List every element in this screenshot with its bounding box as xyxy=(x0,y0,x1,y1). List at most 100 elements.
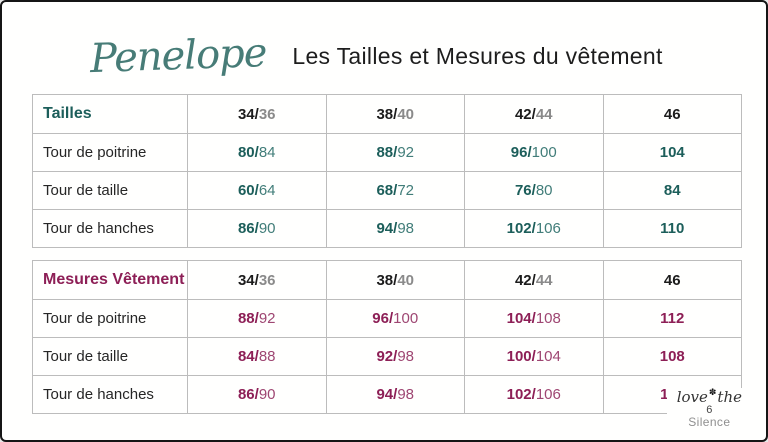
row-label: Tour de hanches xyxy=(32,209,188,248)
table-row: Tour de hanches 86/90 94/98 102/106 110 xyxy=(32,209,742,248)
value-main: 84 xyxy=(663,182,681,199)
value-main: 104/ xyxy=(506,310,536,327)
measure-cell: 112 xyxy=(602,299,742,338)
value-sub: 98 xyxy=(397,348,415,365)
value-sub: 106 xyxy=(535,386,561,403)
size-sub: 36 xyxy=(258,105,276,123)
value-main: 112 xyxy=(660,310,685,327)
row-label: Tour de taille xyxy=(32,337,188,376)
size-main: 42/ xyxy=(514,271,536,289)
measure-cell: 102/106 xyxy=(464,209,604,248)
measure-cell: 94/98 xyxy=(325,375,465,414)
measure-cell: 76/80 xyxy=(464,171,604,210)
measure-cell: 96/100 xyxy=(325,299,465,338)
size-column-header: 38/40 xyxy=(325,94,465,134)
value-main: 94/ xyxy=(376,220,398,237)
value-sub: 90 xyxy=(258,386,276,403)
size-main: 34/ xyxy=(237,105,259,123)
value-main: 86/ xyxy=(237,220,259,237)
page-header: Penelope Les Tailles et Mesures du vêtem… xyxy=(89,24,663,88)
measure-cell: 80/84 xyxy=(187,133,327,172)
value-sub: 98 xyxy=(397,220,415,237)
size-main: 46 xyxy=(663,105,681,123)
size-main: 42/ xyxy=(514,105,536,123)
brand-name: Silence xyxy=(688,415,731,430)
size-main: 34/ xyxy=(237,271,259,289)
value-main: 100/ xyxy=(506,348,536,365)
value-main: 86/ xyxy=(237,386,259,403)
garment-measures-table: Mesures Vêtement 34/36 38/40 42/44 46 To… xyxy=(32,260,742,414)
measure-cell: 84/88 xyxy=(187,337,327,376)
page-title: Les Tailles et Mesures du vêtement xyxy=(292,42,663,69)
measure-cell: 88/92 xyxy=(187,299,327,338)
size-column-header: 46 xyxy=(602,260,742,300)
table-title: Tailles xyxy=(32,94,188,134)
table-row: Tour de taille 84/88 92/98 100/104 108 xyxy=(32,337,742,376)
size-sub: 44 xyxy=(535,105,553,123)
value-sub: 100 xyxy=(393,310,419,327)
value-main: 88/ xyxy=(237,310,259,327)
measure-cell: 92/98 xyxy=(325,337,465,376)
value-main: 102/ xyxy=(506,220,536,237)
size-sub: 40 xyxy=(397,105,415,123)
value-sub: 92 xyxy=(397,144,415,161)
value-main: 96/ xyxy=(510,144,532,161)
size-column-header: 38/40 xyxy=(325,260,465,300)
measure-cell: 86/90 xyxy=(187,209,327,248)
value-main: 68/ xyxy=(376,182,398,199)
table-row: Tour de hanches 86/90 94/98 102/106 110 xyxy=(32,375,742,414)
measure-cell: 84 xyxy=(602,171,742,210)
logo-word-the: the xyxy=(717,388,742,407)
value-main: 76/ xyxy=(514,182,536,199)
value-main: 84/ xyxy=(237,348,259,365)
value-main: 80/ xyxy=(237,144,259,161)
value-main: 104 xyxy=(659,144,685,161)
size-sub: 36 xyxy=(258,271,276,289)
measure-cell: 96/100 xyxy=(464,133,604,172)
measure-cell: 100/104 xyxy=(464,337,604,376)
brand-logo: love✽the 6 Silence xyxy=(666,388,752,432)
penelope-script-logo: Penelope xyxy=(89,29,268,83)
row-label: Tour de poitrine xyxy=(32,299,188,338)
value-sub: 98 xyxy=(397,386,415,403)
logo-word-love: love xyxy=(676,388,708,407)
size-column-header: 42/44 xyxy=(464,94,604,134)
measure-cell: 94/98 xyxy=(325,209,465,248)
logo-script-line: love✽the xyxy=(677,388,742,406)
value-sub: 84 xyxy=(258,144,276,161)
value-sub: 90 xyxy=(258,220,276,237)
measure-cell: 68/72 xyxy=(325,171,465,210)
size-column-header: 34/36 xyxy=(187,260,327,300)
measure-cell: 104 xyxy=(602,133,742,172)
row-label: Tour de hanches xyxy=(32,375,188,414)
value-main: 60/ xyxy=(237,182,259,199)
value-sub: 106 xyxy=(535,220,561,237)
measure-cell: 60/64 xyxy=(187,171,327,210)
measure-cell: 108 xyxy=(602,337,742,376)
size-column-header: 46 xyxy=(602,94,742,134)
value-sub: 80 xyxy=(535,182,553,199)
value-sub: 64 xyxy=(258,182,276,199)
measure-cell: 102/106 xyxy=(464,375,604,414)
measure-cell: 104/108 xyxy=(464,299,604,338)
measure-cell: 86/90 xyxy=(187,375,327,414)
value-sub: 92 xyxy=(258,310,276,327)
size-main: 46 xyxy=(663,271,681,289)
table-title: Mesures Vêtement xyxy=(32,260,188,300)
table-row: Tour de poitrine 80/84 88/92 96/100 104 xyxy=(32,133,742,172)
flower-icon: ✽ xyxy=(708,388,717,399)
value-sub: 100 xyxy=(531,144,557,161)
size-column-header: 34/36 xyxy=(187,94,327,134)
table-header-row: Tailles 34/36 38/40 42/44 46 xyxy=(32,94,742,134)
size-main: 38/ xyxy=(376,105,398,123)
row-label: Tour de poitrine xyxy=(32,133,188,172)
value-main: 94/ xyxy=(376,386,398,403)
value-sub: 104 xyxy=(535,348,561,365)
table-header-row: Mesures Vêtement 34/36 38/40 42/44 46 xyxy=(32,260,742,300)
value-main: 108 xyxy=(659,348,685,365)
table-row: Tour de poitrine 88/92 96/100 104/108 11… xyxy=(32,299,742,338)
value-main: 102/ xyxy=(506,386,536,403)
size-sub: 40 xyxy=(397,271,415,289)
value-sub: 88 xyxy=(258,348,276,365)
